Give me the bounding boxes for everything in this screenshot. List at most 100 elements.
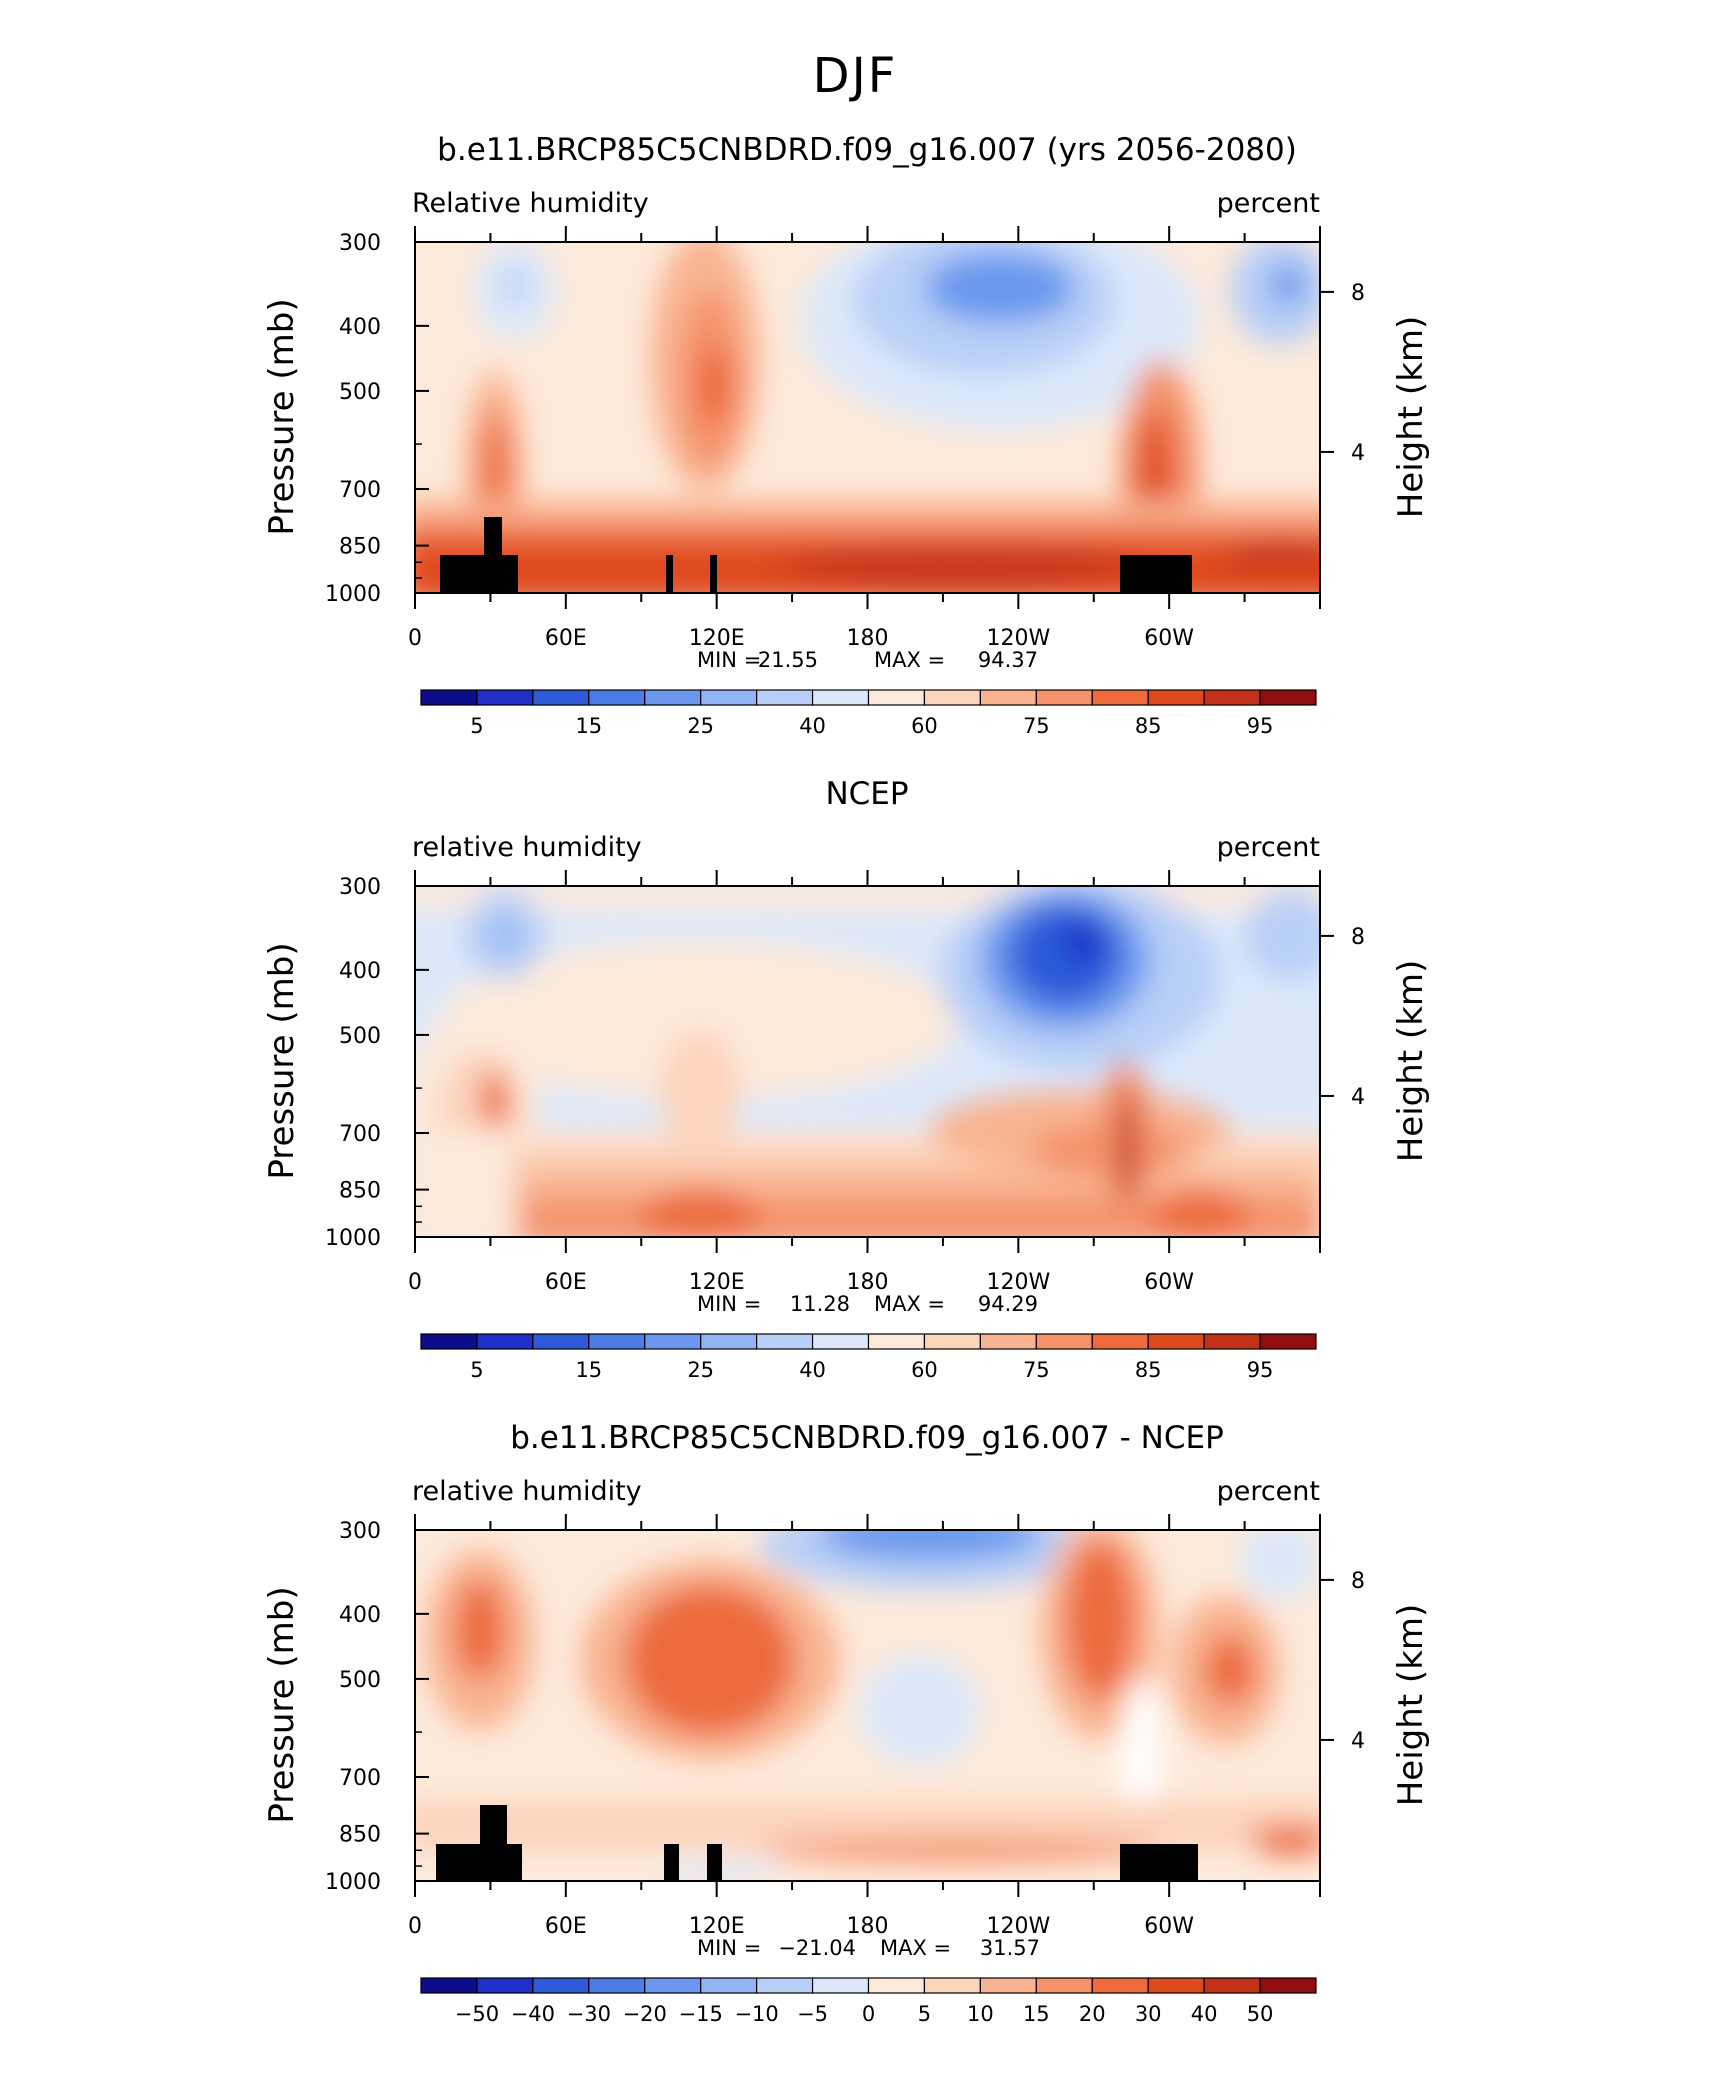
colorbar-label: 75 xyxy=(1023,1358,1050,1382)
colorbar-box xyxy=(1203,1977,1261,1994)
colorbar-label: −5 xyxy=(797,2002,828,2026)
colorbar-box xyxy=(923,1333,981,1350)
pressure-tick-label: 400 xyxy=(339,959,381,984)
lon-tick-label: 60W xyxy=(1144,626,1194,651)
height-tick-label: 8 xyxy=(1351,925,1365,950)
colorbar-label: 85 xyxy=(1135,1358,1162,1382)
panel-2-left-label: relative humidity xyxy=(412,832,642,863)
colorbar-label: 95 xyxy=(1247,1358,1274,1382)
colorbar-label: 60 xyxy=(911,714,938,738)
panel-2-title: NCEP xyxy=(825,776,908,812)
colorbar-label: 75 xyxy=(1023,714,1050,738)
colorbar-box xyxy=(979,1333,1037,1350)
lon-tick-label: 0 xyxy=(408,626,422,651)
lon-tick-label: 60W xyxy=(1144,1270,1194,1295)
colorbar-label: 15 xyxy=(1023,2002,1050,2026)
colorbar-label: 0 xyxy=(862,2002,875,2026)
panel-1-colorbar: 5 15 25 40 60 75 85 95 xyxy=(420,689,1317,738)
colorbar-box xyxy=(923,689,981,706)
panel-3-title: b.e11.BRCP85C5CNBDRD.f09_g16.007 - NCEP xyxy=(510,1420,1224,1456)
colorbar-box xyxy=(700,689,758,706)
pressure-tick-label: 850 xyxy=(339,535,381,560)
pressure-tick-label: 300 xyxy=(339,231,381,256)
colorbar-box xyxy=(532,1333,590,1350)
colorbar-label: 15 xyxy=(575,1358,602,1382)
colorbar-box xyxy=(867,1977,926,1994)
panel-3: b.e11.BRCP85C5CNBDRD.f09_g16.007 - NCEP … xyxy=(262,1420,1431,2026)
panel-2-min-value: 11.28 xyxy=(790,1292,850,1316)
colorbar-label: 30 xyxy=(1135,2002,1162,2026)
pressure-tick-label: 400 xyxy=(339,1603,381,1628)
colorbar-box xyxy=(700,1333,758,1350)
colorbar-label: 85 xyxy=(1135,714,1162,738)
colorbar-box xyxy=(979,689,1037,706)
lon-tick-label: 180 xyxy=(847,1270,889,1295)
pressure-tick-label: 850 xyxy=(339,1179,381,1204)
colorbar-box xyxy=(532,689,590,706)
panel-2-axes: 300 400 500 700 850 1000 8 4 0 60E 120E 180 120W 60W xyxy=(325,870,1365,1295)
colorbar-box xyxy=(811,1333,870,1350)
colorbar-box xyxy=(1091,1977,1149,1994)
colorbar-box xyxy=(1035,689,1093,706)
panel-2-colorbar: 5 15 25 40 60 75 85 95 xyxy=(420,1333,1317,1382)
colorbar-box xyxy=(1035,1977,1093,1994)
panel-1-axes: 300 400 500 700 850 1000 8 4 0 60E 120E 180 120W 60W xyxy=(325,226,1365,651)
colorbar-box xyxy=(1147,1333,1205,1350)
lon-tick-label: 0 xyxy=(408,1914,422,1939)
colorbar-label: 5 xyxy=(470,1358,483,1382)
colorbar-box xyxy=(1203,1333,1261,1350)
panel-1-max-label: MAX = xyxy=(874,648,945,672)
lon-tick-label: 120W xyxy=(986,1270,1050,1295)
colorbar-label: −20 xyxy=(623,2002,667,2026)
colorbar-box xyxy=(756,1333,814,1350)
colorbar-box xyxy=(923,1977,981,1994)
height-tick-label: 4 xyxy=(1351,441,1365,466)
panel-3-topography xyxy=(436,1805,1198,1881)
colorbar-box xyxy=(1259,689,1317,706)
colorbar-box xyxy=(476,1333,534,1350)
colorbar-label: 5 xyxy=(470,714,483,738)
pressure-tick-label: 700 xyxy=(339,1122,381,1147)
colorbar-box xyxy=(420,1977,478,1994)
colorbar-box xyxy=(588,1333,646,1350)
panel-1-min-label: MIN = xyxy=(697,648,761,672)
colorbar-box xyxy=(420,1333,478,1350)
colorbar-label: −15 xyxy=(679,2002,723,2026)
colorbar-label: −10 xyxy=(734,2002,778,2026)
colorbar-box xyxy=(700,1977,758,1994)
page-title: DJF xyxy=(812,48,898,104)
colorbar-box xyxy=(1203,689,1261,706)
panel-2-max-label: MAX = xyxy=(874,1292,945,1316)
panel-1-title: b.e11.BRCP85C5CNBDRD.f09_g16.007 (yrs 20… xyxy=(437,132,1297,168)
colorbar-label: −40 xyxy=(511,2002,555,2026)
lon-tick-label: 60E xyxy=(545,626,587,651)
lon-tick-label: 120E xyxy=(689,1914,745,1939)
colorbar-label: 5 xyxy=(918,2002,931,2026)
panel-3-max-value: 31.57 xyxy=(980,1936,1040,1960)
pressure-tick-label: 300 xyxy=(339,875,381,900)
colorbar-box xyxy=(1259,1977,1317,1994)
panel-3-min-label: MIN = xyxy=(697,1936,761,1960)
panel-1-units: percent xyxy=(1217,188,1320,219)
lon-tick-label: 180 xyxy=(847,626,889,651)
colorbar-box xyxy=(644,1977,702,1994)
colorbar-label: 50 xyxy=(1247,2002,1274,2026)
colorbar-box xyxy=(756,689,814,706)
colorbar-label: 60 xyxy=(911,1358,938,1382)
colorbar-box xyxy=(420,689,478,706)
panel-2-minmax: MIN = 11.28 MAX = 94.29 xyxy=(697,1292,1038,1316)
colorbar-label: 10 xyxy=(967,2002,994,2026)
colorbar-box xyxy=(476,1977,534,1994)
lon-tick-label: 0 xyxy=(408,1270,422,1295)
panel-3-ylabel: Pressure (mb) xyxy=(262,1586,302,1823)
pressure-tick-label: 300 xyxy=(339,1519,381,1544)
pressure-tick-label: 700 xyxy=(339,478,381,503)
lon-tick-label: 120W xyxy=(986,1914,1050,1939)
panel-2-y2label: Height (km) xyxy=(1391,960,1431,1163)
pressure-tick-label: 1000 xyxy=(325,1870,381,1895)
panel-2-min-label: MIN = xyxy=(697,1292,761,1316)
colorbar-label: 40 xyxy=(799,714,826,738)
panel-2-max-value: 94.29 xyxy=(978,1292,1038,1316)
panel-1-left-label: Relative humidity xyxy=(412,188,649,219)
panel-2-ylabel: Pressure (mb) xyxy=(262,942,302,1179)
